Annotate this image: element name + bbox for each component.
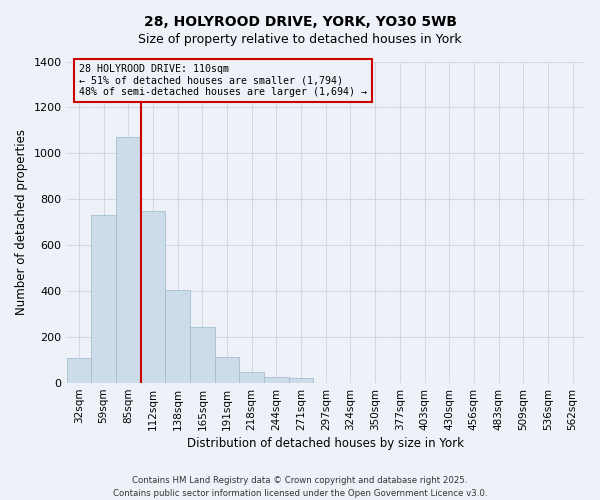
Bar xyxy=(67,358,91,383)
Bar xyxy=(165,290,190,383)
Bar xyxy=(239,372,264,383)
Bar xyxy=(215,356,239,383)
Bar xyxy=(140,211,165,383)
Bar xyxy=(289,378,313,383)
Text: 28 HOLYROOD DRIVE: 110sqm
← 51% of detached houses are smaller (1,794)
48% of se: 28 HOLYROOD DRIVE: 110sqm ← 51% of detac… xyxy=(79,64,367,97)
Title: 28, HOLYROOD DRIVE, YORK, YO30 5WB
Size of property relative to detached houses : 28, HOLYROOD DRIVE, YORK, YO30 5WB Size … xyxy=(0,499,1,500)
Text: 28, HOLYROOD DRIVE, YORK, YO30 5WB: 28, HOLYROOD DRIVE, YORK, YO30 5WB xyxy=(143,15,457,29)
Text: Contains HM Land Registry data © Crown copyright and database right 2025.
Contai: Contains HM Land Registry data © Crown c… xyxy=(113,476,487,498)
X-axis label: Distribution of detached houses by size in York: Distribution of detached houses by size … xyxy=(187,437,464,450)
Y-axis label: Number of detached properties: Number of detached properties xyxy=(15,130,28,316)
Bar xyxy=(264,376,289,383)
Bar xyxy=(116,138,140,383)
Text: Size of property relative to detached houses in York: Size of property relative to detached ho… xyxy=(138,32,462,46)
Bar xyxy=(91,216,116,383)
Bar xyxy=(190,327,215,383)
